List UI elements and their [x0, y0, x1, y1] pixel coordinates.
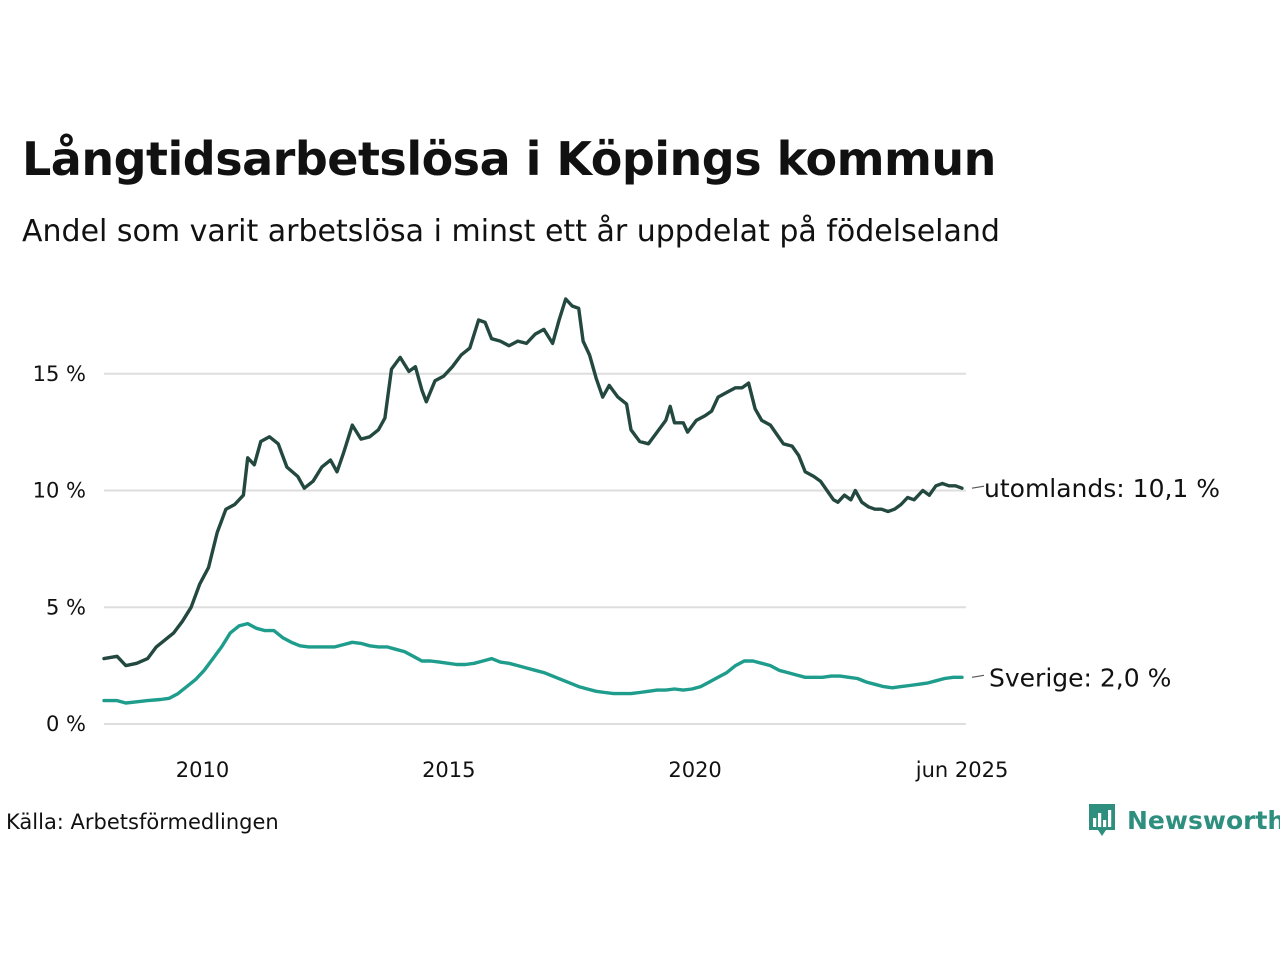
x-tick-label: 2010 [176, 758, 229, 782]
y-axis-ticks: 0 % 5 % 10 % 15 % [33, 362, 86, 736]
series-lines [102, 297, 964, 705]
end-label-utomlands: utomlands: 10,1 % [984, 474, 1220, 503]
y-tick-label: 15 % [33, 362, 86, 386]
end-label-leader [971, 674, 985, 678]
x-axis-ticks: 2010 2015 2020 jun 2025 [176, 758, 1009, 782]
x-tick-label: 2020 [668, 758, 721, 782]
chart-title: Långtidsarbetslösa i Köpings kommun [22, 132, 996, 186]
newsworthy-logo-icon [1089, 804, 1115, 836]
x-tick-label: jun 2025 [915, 758, 1009, 782]
end-label-sverige: Sverige: 2,0 % [989, 663, 1171, 692]
source-note: Källa: Arbetsförmedlingen [6, 810, 279, 834]
end-label-leader [971, 485, 985, 489]
series-line-sverige [102, 621, 964, 705]
y-tick-label: 5 % [46, 595, 86, 619]
x-tick-label: 2015 [422, 758, 475, 782]
y-tick-label: 10 % [33, 479, 86, 503]
grid-lines [104, 372, 966, 725]
series-line-utomlands [102, 297, 964, 668]
brand-name: Newsworthy [1127, 805, 1280, 835]
y-tick-label: 0 % [46, 712, 86, 736]
brand-logo[interactable]: Newsworthy [1087, 802, 1280, 838]
chart-subtitle: Andel som varit arbetslösa i minst ett å… [22, 214, 1000, 249]
end-labels: utomlands: 10,1 % Sverige: 2,0 % [971, 474, 1220, 692]
